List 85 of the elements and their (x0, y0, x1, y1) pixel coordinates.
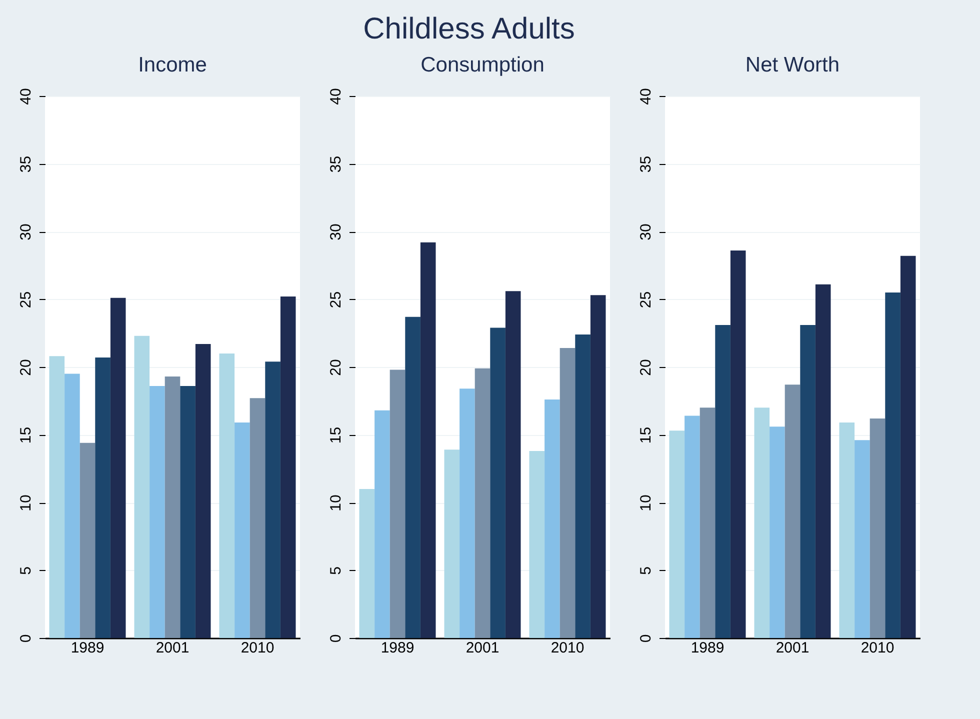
x-tick-label: 1989 (70, 640, 104, 656)
x-tick-label: 2001 (466, 640, 500, 656)
bar (110, 298, 126, 638)
bar (505, 291, 521, 638)
y-tick-label: 0 (18, 634, 34, 643)
y-tick-label: 40 (18, 88, 34, 105)
x-tick-label: 1989 (690, 640, 724, 656)
bar (730, 250, 746, 638)
bar (164, 376, 180, 638)
bar (800, 324, 816, 638)
y-tick-label: 0 (328, 634, 344, 643)
bar (590, 295, 606, 638)
bar (280, 296, 296, 638)
y-tick-label: 15 (18, 426, 34, 444)
chart-subtitle: Net Worth (745, 54, 840, 77)
y-tick-label: 30 (328, 224, 344, 240)
y-tick-label: 15 (328, 426, 344, 444)
x-tick-label: 2010 (550, 640, 584, 656)
bar (420, 242, 436, 638)
y-tick-label: 10 (18, 494, 34, 512)
bar (854, 440, 870, 638)
bar (544, 400, 560, 638)
y-tick-label: 15 (638, 426, 654, 444)
y-tick-label: 35 (638, 156, 654, 173)
bar (390, 370, 406, 638)
bar (64, 374, 80, 638)
bar (900, 256, 916, 638)
bar (784, 384, 800, 638)
bar (359, 488, 375, 638)
bar (474, 368, 490, 638)
y-tick-label: 40 (638, 88, 654, 105)
bar (684, 416, 700, 638)
x-tick-label: 2001 (156, 640, 190, 656)
y-tick-label: 35 (328, 156, 344, 173)
bar (770, 426, 785, 638)
bar (529, 451, 545, 638)
y-tick-label: 10 (638, 494, 654, 512)
y-tick-label: 30 (638, 224, 654, 240)
bar (460, 388, 475, 638)
chart-subtitle: Consumption (420, 54, 544, 77)
y-tick-label: 40 (328, 88, 344, 105)
y-tick-label: 10 (328, 494, 344, 512)
bar (134, 336, 150, 638)
y-tick-label: 35 (18, 156, 34, 173)
y-tick-label: 25 (638, 291, 654, 308)
x-tick-label: 2001 (776, 640, 810, 656)
bar (669, 430, 685, 638)
x-tick-label: 2010 (240, 640, 274, 656)
y-tick-label: 5 (328, 566, 344, 575)
bar (870, 418, 886, 638)
bar (49, 356, 65, 638)
y-tick-label: 20 (638, 359, 654, 376)
y-tick-label: 30 (18, 224, 34, 240)
bar (839, 422, 855, 638)
x-tick-label: 2010 (860, 640, 894, 656)
bar (700, 408, 716, 638)
x-tick-label: 1989 (380, 640, 414, 656)
y-tick-label: 5 (638, 566, 654, 575)
y-tick-label: 20 (328, 359, 344, 376)
bar (754, 408, 770, 638)
bar (180, 386, 196, 638)
y-tick-label: 25 (328, 291, 344, 308)
bar (265, 362, 280, 638)
chart-subtitle: Income (138, 54, 207, 77)
y-tick-label: 25 (18, 291, 34, 308)
bar (575, 334, 590, 638)
bar (234, 422, 250, 638)
bar (560, 348, 576, 638)
bar (150, 386, 165, 638)
y-tick-label: 5 (18, 566, 34, 575)
bar (715, 324, 730, 638)
bar (405, 316, 420, 638)
y-tick-label: 20 (18, 359, 34, 376)
bar (80, 442, 96, 638)
bar (374, 410, 390, 638)
bar (219, 353, 235, 638)
bar (885, 292, 900, 638)
bar (490, 328, 506, 638)
bar (250, 398, 266, 638)
y-tick-label: 0 (638, 634, 654, 643)
bar (444, 450, 460, 638)
chart-title: Childless Adults (363, 12, 575, 46)
bar (815, 284, 831, 638)
bar (195, 344, 211, 638)
bar (95, 358, 110, 638)
